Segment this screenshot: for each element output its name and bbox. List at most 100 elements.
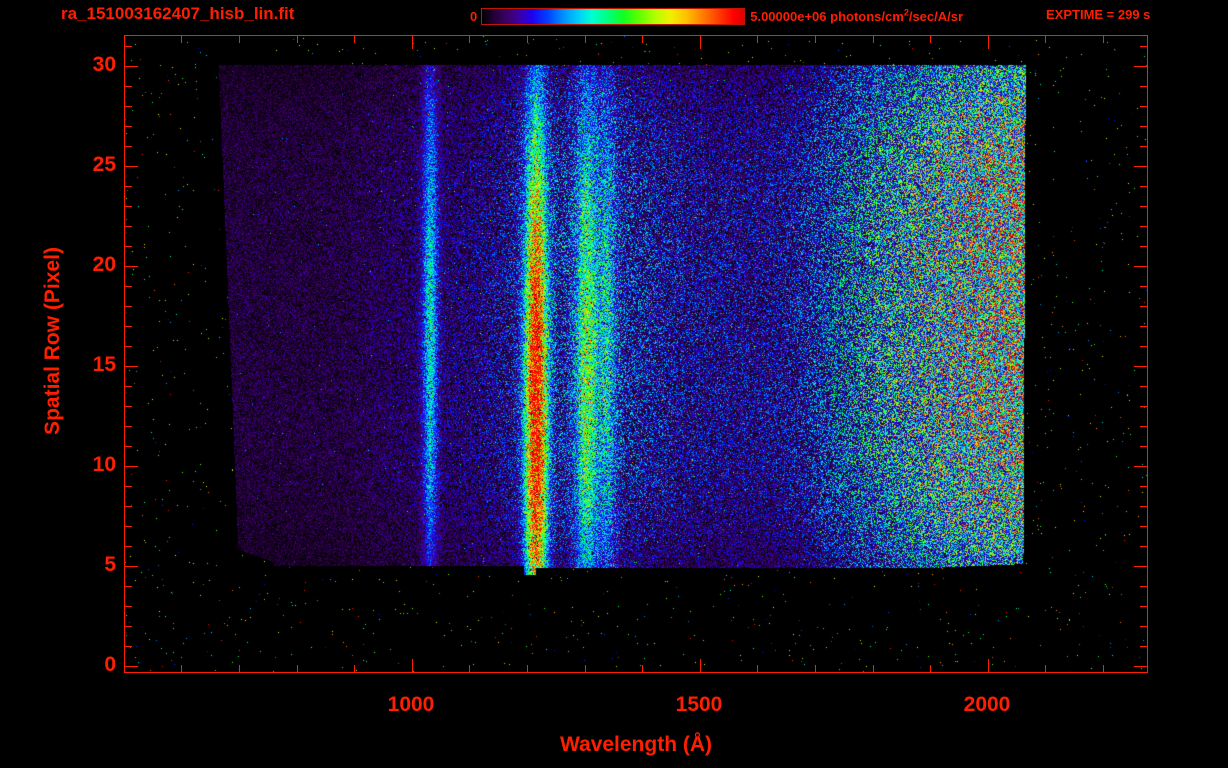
y-axis-minor-tick-right: [1140, 506, 1147, 507]
y-axis-minor-tick: [125, 486, 132, 487]
x-axis-major-tick-top: [700, 36, 701, 49]
x-axis-tick-label: 1000: [387, 693, 435, 716]
y-axis-minor-tick-right: [1140, 586, 1147, 587]
y-axis-minor-tick-right: [1140, 306, 1147, 307]
colorbar-units-prefix: photons/cm: [830, 8, 904, 24]
y-axis-major-tick-right: [1134, 366, 1147, 367]
colorbar-max-label: 5.00000e+06 photons/cm2/sec/A/sr: [750, 7, 963, 24]
y-axis-minor-tick-right: [1140, 646, 1147, 647]
colorbar-units-exponent: 2: [903, 7, 909, 18]
y-axis-minor-tick-right: [1140, 146, 1147, 147]
x-axis-minor-tick-top: [469, 36, 470, 43]
y-axis-minor-tick: [125, 526, 132, 527]
x-axis-minor-tick: [585, 665, 586, 672]
y-axis-major-tick: [125, 266, 138, 267]
y-axis-minor-tick: [125, 406, 132, 407]
x-axis-minor-tick: [527, 665, 528, 672]
y-axis-minor-tick-right: [1140, 486, 1147, 487]
y-axis-minor-tick-right: [1140, 246, 1147, 247]
y-axis-major-tick: [125, 466, 138, 467]
colorbar: 0 5.00000e+06 photons/cm2/sec/A/sr: [470, 5, 963, 27]
y-axis-minor-tick: [125, 106, 132, 107]
y-axis-major-tick-right: [1134, 66, 1147, 67]
x-axis-minor-tick: [1045, 665, 1046, 672]
x-axis-minor-tick-top: [354, 36, 355, 43]
y-axis-major-tick: [125, 566, 138, 567]
y-axis-minor-tick: [125, 606, 132, 607]
y-axis-minor-tick-right: [1140, 446, 1147, 447]
y-axis-minor-tick: [125, 246, 132, 247]
exptime-label: EXPTIME = 299 s: [1046, 7, 1151, 22]
y-axis-minor-tick: [125, 646, 132, 647]
y-axis-minor-tick-right: [1140, 286, 1147, 287]
y-axis-minor-tick-right: [1140, 206, 1147, 207]
y-axis-tick-label: 15: [92, 353, 116, 376]
x-axis-minor-tick-top: [297, 36, 298, 43]
y-axis-minor-tick: [125, 46, 132, 47]
x-axis-major-tick-top: [412, 36, 413, 49]
x-axis-minor-tick: [815, 665, 816, 672]
x-axis-minor-tick: [1103, 665, 1104, 672]
x-axis-major-tick: [988, 659, 989, 672]
y-axis-major-tick-right: [1134, 566, 1147, 567]
y-axis-tick-label: 10: [92, 453, 116, 476]
x-axis-tick-label: 1500: [675, 693, 723, 716]
x-axis-minor-tick-top: [642, 36, 643, 43]
x-axis-minor-tick: [239, 665, 240, 672]
y-axis-minor-tick-right: [1140, 386, 1147, 387]
y-axis-major-tick: [125, 166, 138, 167]
y-axis-tick-labels: 0 5 10 15 20 25 30: [62, 35, 116, 676]
x-axis-major-tick-top: [988, 36, 989, 49]
y-axis-minor-tick-right: [1140, 186, 1147, 187]
x-axis-minor-tick-top: [527, 36, 528, 43]
x-axis-minor-tick: [642, 665, 643, 672]
y-axis-minor-tick: [125, 146, 132, 147]
y-axis-major-tick: [125, 666, 138, 667]
y-axis-minor-tick: [125, 586, 132, 587]
y-axis-minor-tick-right: [1140, 526, 1147, 527]
x-axis-title: Wavelength (Å): [559, 733, 713, 756]
y-axis-minor-tick-right: [1140, 426, 1147, 427]
y-axis-minor-tick-right: [1140, 226, 1147, 227]
y-axis-minor-tick-right: [1140, 106, 1147, 107]
y-axis-minor-tick: [125, 626, 132, 627]
x-axis-minor-tick-top: [1045, 36, 1046, 43]
y-axis-tick-label: 0: [104, 653, 116, 676]
y-axis-minor-tick: [125, 86, 132, 87]
x-axis-minor-tick-top: [873, 36, 874, 43]
x-axis-minor-tick-top: [930, 36, 931, 43]
x-axis-minor-tick-top: [815, 36, 816, 43]
x-axis-tick-labels: 1000 1500 2000: [124, 694, 1148, 724]
y-axis-minor-tick: [125, 426, 132, 427]
y-axis-major-tick-right: [1134, 466, 1147, 467]
y-axis-major-tick-right: [1134, 266, 1147, 267]
y-axis-title: Spatial Row (Pixel): [41, 247, 64, 435]
y-axis-minor-tick-right: [1140, 626, 1147, 627]
y-axis-minor-tick: [125, 326, 132, 327]
y-axis-tick-label: 25: [92, 153, 116, 176]
x-axis-minor-tick-top: [181, 36, 182, 43]
y-axis-minor-tick-right: [1140, 326, 1147, 327]
x-axis-minor-tick-top: [757, 36, 758, 43]
y-axis-minor-tick: [125, 306, 132, 307]
y-axis-minor-tick-right: [1140, 346, 1147, 347]
x-axis-minor-tick: [354, 665, 355, 672]
y-axis-minor-tick: [125, 206, 132, 207]
x-axis-minor-tick: [181, 665, 182, 672]
x-axis-minor-tick-top: [585, 36, 586, 43]
y-axis-minor-tick-right: [1140, 406, 1147, 407]
colorbar-gradient: [481, 7, 746, 25]
x-axis-minor-tick: [469, 665, 470, 672]
y-axis-minor-tick-right: [1140, 126, 1147, 127]
y-axis-tick-label: 20: [92, 253, 116, 276]
y-axis-tick-label: 5: [104, 553, 116, 576]
y-axis-major-tick-right: [1134, 166, 1147, 167]
y-axis-minor-tick: [125, 446, 132, 447]
y-axis-minor-tick: [125, 346, 132, 347]
y-axis-minor-tick-right: [1140, 606, 1147, 607]
y-axis-minor-tick-right: [1140, 86, 1147, 87]
x-axis-minor-tick-top: [1103, 36, 1104, 43]
y-axis-minor-tick: [125, 506, 132, 507]
y-axis-minor-tick: [125, 186, 132, 187]
